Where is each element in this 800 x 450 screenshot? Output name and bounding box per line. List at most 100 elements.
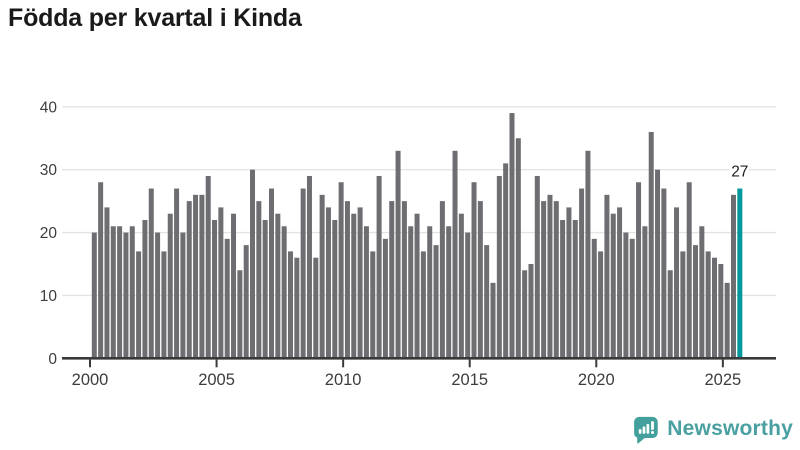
bar	[420, 251, 426, 359]
y-axis-label: 0	[48, 351, 57, 368]
logo-bar-1	[639, 428, 642, 434]
bar	[674, 207, 680, 359]
logo-exclamation-dot	[651, 430, 655, 434]
bar	[395, 150, 401, 359]
bar	[98, 182, 104, 359]
bar	[91, 232, 97, 359]
bar	[553, 201, 559, 359]
bar	[477, 201, 483, 359]
bar	[262, 219, 268, 359]
bar	[617, 207, 623, 359]
y-axis-label: 40	[40, 99, 58, 116]
bar	[237, 270, 243, 359]
bar	[155, 232, 161, 359]
bar	[306, 175, 312, 359]
x-axis-label: 2015	[451, 371, 488, 389]
bar	[325, 207, 331, 359]
bar	[433, 245, 439, 359]
bar	[281, 226, 287, 359]
bar	[642, 226, 648, 359]
x-axis-label: 2000	[72, 371, 109, 389]
bar	[174, 188, 180, 359]
bar	[718, 263, 724, 359]
bar	[648, 131, 654, 359]
x-axis-label: 2010	[325, 371, 362, 389]
bar	[446, 226, 452, 359]
bar	[186, 201, 192, 359]
speech-bubble-shape	[634, 416, 659, 443]
bar	[655, 169, 661, 359]
bar	[167, 213, 173, 359]
bar	[414, 213, 420, 359]
bar	[129, 226, 135, 359]
bar	[205, 175, 211, 359]
bar	[338, 182, 344, 359]
chart-title: Födda per kvartal i Kinda	[8, 4, 302, 32]
bar	[730, 194, 736, 359]
y-axis-label: 10	[40, 288, 58, 305]
newsworthy-brand-name: Newsworthy	[667, 417, 793, 440]
bar	[110, 226, 116, 359]
bar	[344, 201, 350, 359]
x-axis-label: 2005	[198, 371, 235, 389]
logo-bar-3	[646, 423, 650, 434]
bar	[357, 207, 363, 359]
bar	[136, 251, 142, 359]
bar	[269, 188, 274, 359]
quarterly-births-bar-chart: 0 10 20 30 40 2000 2005 2010 2015 2020 2025 27	[40, 99, 776, 389]
bar	[123, 232, 129, 359]
bar	[427, 226, 433, 359]
bar	[351, 213, 357, 359]
bar	[585, 150, 591, 359]
bar	[471, 182, 477, 359]
x-axis-label: 2025	[705, 371, 742, 389]
bar	[490, 282, 496, 359]
bar	[250, 169, 256, 359]
bar	[161, 251, 167, 359]
bar	[629, 238, 635, 359]
y-axis-label: 20	[40, 225, 58, 242]
bar	[541, 201, 547, 359]
y-axis-label: 30	[40, 162, 58, 179]
bar	[212, 219, 218, 359]
bar	[142, 219, 148, 359]
bar	[458, 213, 464, 359]
bar	[566, 207, 572, 359]
bar	[591, 238, 597, 359]
bar	[712, 257, 717, 359]
bar	[104, 207, 110, 359]
bar	[376, 175, 382, 359]
bar	[300, 188, 306, 359]
bar	[313, 257, 319, 359]
bar	[534, 175, 540, 359]
bar	[401, 201, 407, 359]
bar	[465, 232, 471, 359]
bar	[503, 163, 509, 359]
bar	[547, 194, 553, 359]
bar	[243, 245, 249, 359]
bar	[275, 213, 281, 359]
bar	[636, 182, 642, 359]
bar	[256, 201, 262, 359]
bar	[705, 251, 711, 359]
bar	[699, 226, 705, 359]
bar	[389, 201, 395, 359]
bar	[680, 251, 686, 359]
bar	[528, 263, 534, 359]
bar	[180, 232, 186, 359]
bar	[319, 194, 325, 359]
bar	[199, 194, 205, 359]
bar	[382, 238, 388, 359]
bar	[370, 251, 376, 359]
bar	[623, 232, 629, 359]
bar	[724, 282, 730, 359]
bar	[604, 194, 610, 359]
bar	[686, 182, 692, 359]
bar	[572, 219, 578, 359]
bar	[224, 238, 230, 359]
bar	[522, 270, 528, 359]
bar	[509, 113, 515, 359]
bar	[294, 257, 300, 359]
logo-exclamation-stem	[651, 420, 655, 430]
